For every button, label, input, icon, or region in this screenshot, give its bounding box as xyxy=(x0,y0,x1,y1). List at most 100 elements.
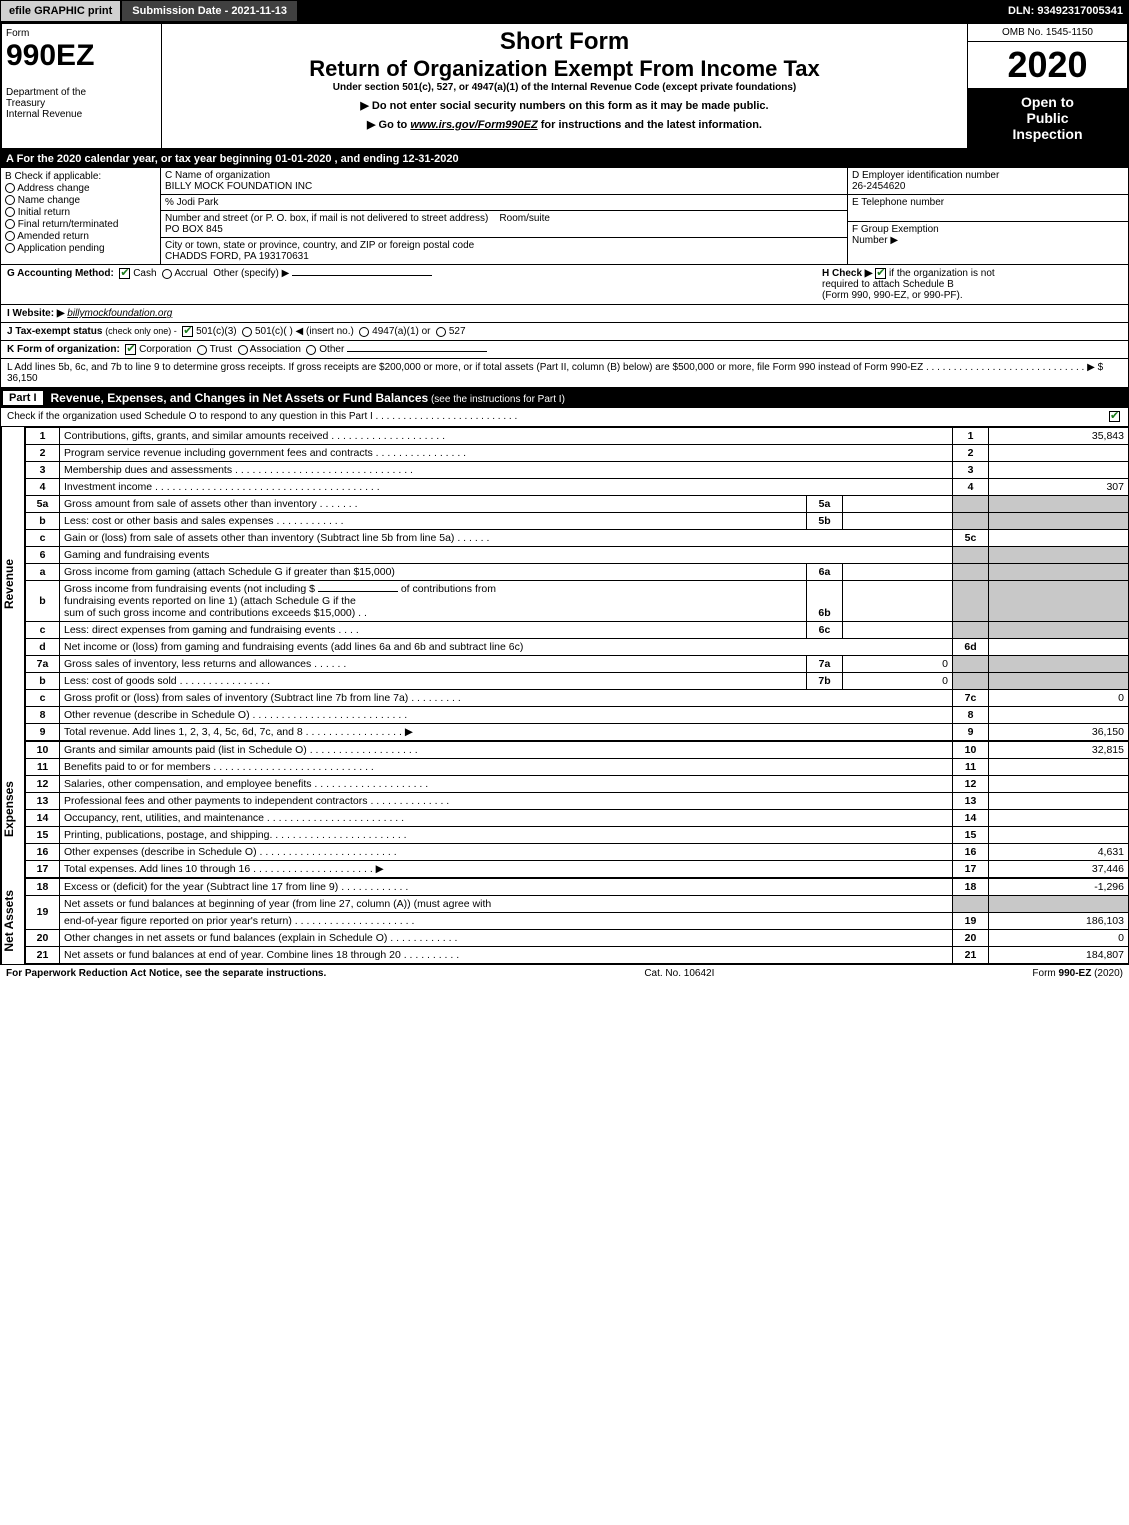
website-link[interactable]: billymockfoundation.org xyxy=(67,308,172,319)
check-amended[interactable] xyxy=(5,231,15,241)
ln6c-ib: 6c xyxy=(807,621,843,638)
j-note: (check only one) - xyxy=(105,326,177,336)
omb-number: OMB No. 1545-1150 xyxy=(968,24,1127,42)
ln12-desc: Salaries, other compensation, and employ… xyxy=(60,775,953,792)
goto-pre: ▶ Go to xyxy=(367,119,410,131)
j-527-check[interactable] xyxy=(436,327,446,337)
dept-line3: Internal Revenue xyxy=(6,109,157,120)
ln17-ref: 17 xyxy=(953,860,989,877)
ln1-ref: 1 xyxy=(953,427,989,444)
expenses-section: Expenses 10Grants and similar amounts pa… xyxy=(0,741,1129,878)
efile-button[interactable]: efile GRAPHIC print xyxy=(0,0,121,22)
ln1-num: 1 xyxy=(26,427,60,444)
ln3-val xyxy=(989,461,1129,478)
right-info: D Employer identification number 26-2454… xyxy=(848,168,1128,264)
badge-line1: Open to xyxy=(972,94,1123,110)
ln5c-num: c xyxy=(26,529,60,546)
badge-line3: Inspection xyxy=(972,126,1123,142)
f-label: F Group Exemption xyxy=(852,224,939,235)
k-corp-check[interactable] xyxy=(125,344,136,355)
ln7a-iv: 0 xyxy=(843,655,953,672)
footer-right: Form 990-EZ (2020) xyxy=(1032,968,1123,979)
ln6b-refshade xyxy=(953,580,989,621)
ln6-num: 6 xyxy=(26,546,60,563)
ln5b-iv xyxy=(843,512,953,529)
h-check[interactable] xyxy=(875,268,886,279)
k-other-check[interactable] xyxy=(306,345,316,355)
ln13-num: 13 xyxy=(26,792,60,809)
part1-paren: (see the instructions for Part I) xyxy=(428,394,565,405)
part1-tag: Part I xyxy=(3,391,43,405)
ln6a-ib: 6a xyxy=(807,563,843,580)
j-4947-check[interactable] xyxy=(359,327,369,337)
ln14-val xyxy=(989,809,1129,826)
ln7a-desc: Gross sales of inventory, less returns a… xyxy=(60,655,807,672)
ln6a-valshade xyxy=(989,563,1129,580)
ln8-ref: 8 xyxy=(953,706,989,723)
ln6b-d3: fundraising events reported on line 1) (… xyxy=(64,595,356,607)
ln6c-desc: Less: direct expenses from gaming and fu… xyxy=(60,621,807,638)
g-cash-check[interactable] xyxy=(119,268,130,279)
j-501c-check[interactable] xyxy=(242,327,252,337)
g-accrual: Accrual xyxy=(174,268,207,279)
ln11-ref: 11 xyxy=(953,758,989,775)
b-label: B Check if applicable: xyxy=(5,171,101,182)
i-label: I Website: ▶ xyxy=(7,308,65,319)
ln6b-d2: of contributions from xyxy=(401,583,496,595)
ln16-val: 4,631 xyxy=(989,843,1129,860)
revenue-side-label: Revenue xyxy=(2,555,24,613)
section-j: J Tax-exempt status (check only one) - 5… xyxy=(0,323,1129,341)
ln6c-refshade xyxy=(953,621,989,638)
check-initial[interactable] xyxy=(5,207,15,217)
k-trust-check[interactable] xyxy=(197,345,207,355)
j-527: 527 xyxy=(449,326,466,337)
ln5a-ib: 5a xyxy=(807,495,843,512)
title-block: Form 990EZ Department of the Treasury In… xyxy=(0,22,1129,150)
g-cash: Cash xyxy=(133,268,156,279)
check-pending[interactable] xyxy=(5,243,15,253)
ln7c-desc: Gross profit or (loss) from sales of inv… xyxy=(60,689,953,706)
ln5a-num: 5a xyxy=(26,495,60,512)
ln18-val: -1,296 xyxy=(989,878,1129,895)
ln2-num: 2 xyxy=(26,444,60,461)
j-501c: 501(c)( ) ◀ (insert no.) xyxy=(255,326,354,337)
ln10-ref: 10 xyxy=(953,741,989,758)
h-pre: H Check ▶ xyxy=(822,268,872,279)
goto-post: for instructions and the latest informat… xyxy=(538,119,762,131)
ln6a-iv xyxy=(843,563,953,580)
k-assoc-check[interactable] xyxy=(238,345,248,355)
submission-date-button[interactable]: Submission Date - 2021-11-13 xyxy=(121,0,298,22)
check-address[interactable] xyxy=(5,183,15,193)
netassets-table: 18Excess or (deficit) for the year (Subt… xyxy=(25,878,1129,964)
j-501c3-check[interactable] xyxy=(182,326,193,337)
ln12-ref: 12 xyxy=(953,775,989,792)
ln9-num: 9 xyxy=(26,723,60,740)
ln19-desc1: Net assets or fund balances at beginning… xyxy=(60,895,953,912)
irs-link[interactable]: www.irs.gov/Form990EZ xyxy=(410,119,537,131)
k-other-input[interactable] xyxy=(347,351,487,352)
part1-schedo-check[interactable] xyxy=(1109,411,1120,422)
ln21-val: 184,807 xyxy=(989,946,1129,963)
check-final[interactable] xyxy=(5,219,15,229)
g-accrual-check[interactable] xyxy=(162,269,172,279)
inspection-badge: Open to Public Inspection xyxy=(968,88,1127,148)
under-section: Under section 501(c), 527, or 4947(a)(1)… xyxy=(166,82,963,93)
ln6b-blank[interactable] xyxy=(318,591,398,592)
street: PO BOX 845 xyxy=(165,224,223,235)
ln9-desc-text: Total revenue. Add lines 1, 2, 3, 4, 5c,… xyxy=(64,726,413,738)
page-footer: For Paperwork Reduction Act Notice, see … xyxy=(0,964,1129,982)
ln10-desc: Grants and similar amounts paid (list in… xyxy=(60,741,953,758)
check-name[interactable] xyxy=(5,195,15,205)
g-other-input[interactable] xyxy=(292,275,432,276)
ln5b-refshade xyxy=(953,512,989,529)
g-label: G Accounting Method: xyxy=(7,268,114,279)
ln5b-desc: Less: cost or other basis and sales expe… xyxy=(60,512,807,529)
ln19-ref: 19 xyxy=(953,912,989,929)
j-label: J Tax-exempt status xyxy=(7,326,102,337)
form-number: 990EZ xyxy=(6,39,157,73)
ln10-num: 10 xyxy=(26,741,60,758)
ln11-desc: Benefits paid to or for members . . . . … xyxy=(60,758,953,775)
street-label: Number and street (or P. O. box, if mail… xyxy=(165,213,488,224)
ln5b-valshade xyxy=(989,512,1129,529)
ln15-desc: Printing, publications, postage, and shi… xyxy=(60,826,953,843)
